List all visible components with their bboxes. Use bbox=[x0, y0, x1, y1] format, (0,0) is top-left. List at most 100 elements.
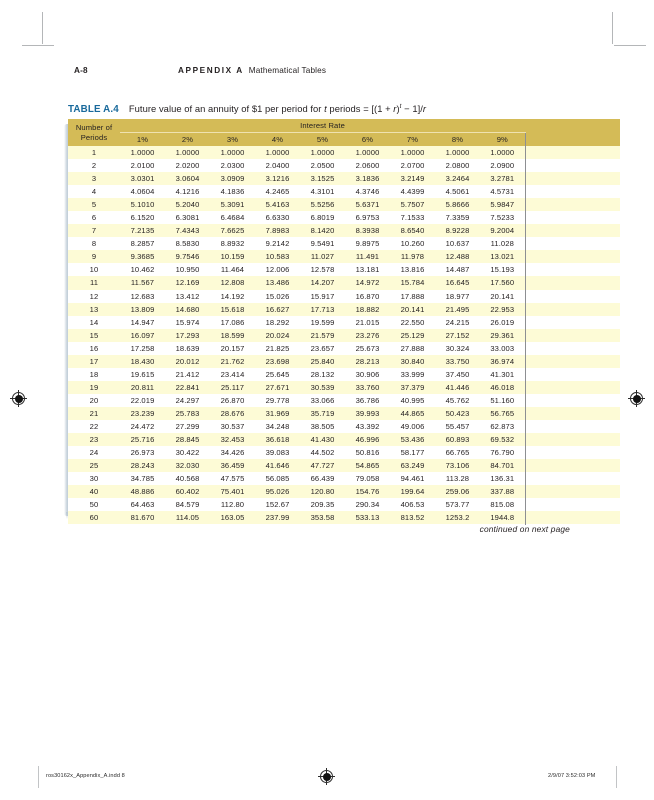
cell-periods: 22 bbox=[68, 419, 120, 434]
cell-value: 30.840 bbox=[390, 354, 435, 368]
cell-value: 11.028 bbox=[480, 237, 526, 251]
cell-periods: 5 bbox=[68, 198, 120, 212]
cell-value: 15.784 bbox=[390, 276, 435, 290]
cell-value: 60.402 bbox=[165, 485, 210, 499]
cell-periods: 21 bbox=[68, 406, 120, 420]
cell-value: 40.995 bbox=[390, 393, 435, 407]
cell-value: 21.495 bbox=[435, 302, 480, 316]
cell-value: 26.019 bbox=[480, 315, 526, 329]
cell-value: 16.627 bbox=[255, 302, 300, 316]
cell-periods: 9 bbox=[68, 250, 120, 264]
cell-value: 25.716 bbox=[120, 433, 165, 447]
footer-file-name: ros30162x_Appendix_A.indd 8 bbox=[46, 773, 125, 779]
cell-value: 27.152 bbox=[435, 328, 480, 342]
registration-mark-bottom-center bbox=[318, 768, 335, 785]
running-head-title: APPENDIX A Mathematical Tables bbox=[178, 66, 326, 75]
cell-value: 64.463 bbox=[120, 498, 165, 512]
cell-value: 13.181 bbox=[345, 263, 390, 277]
cell-value: 4.2465 bbox=[255, 185, 300, 199]
cell-value: 24.297 bbox=[165, 393, 210, 407]
cell-value: 23.276 bbox=[345, 328, 390, 342]
cell-value: 34.248 bbox=[255, 419, 300, 434]
future-value-annuity-table: Number of Periods Interest Rate 1% 2% 3% … bbox=[68, 119, 621, 525]
cell-value: 7.8983 bbox=[255, 224, 300, 238]
caption-exponent-t: t bbox=[399, 103, 402, 110]
table-head: Number of Periods Interest Rate 1% 2% 3% … bbox=[68, 119, 621, 146]
cell-value: 4.1216 bbox=[165, 185, 210, 199]
cell-value: 136.31 bbox=[480, 472, 526, 486]
cell-value: 46.996 bbox=[345, 433, 390, 447]
cell-value: 12.808 bbox=[210, 276, 255, 290]
cell-value: 21.015 bbox=[345, 315, 390, 329]
cell-value: 23.414 bbox=[210, 367, 255, 381]
cell-blank bbox=[525, 459, 621, 473]
cell-value: 6.3081 bbox=[165, 211, 210, 225]
cell-value: 18.882 bbox=[345, 302, 390, 316]
caption-segment-mid: periods = [(1 + bbox=[326, 103, 394, 115]
cell-value: 9.7546 bbox=[165, 250, 210, 264]
cell-value: 75.401 bbox=[210, 485, 255, 499]
cell-value: 20.811 bbox=[120, 380, 165, 394]
cell-value: 5.6371 bbox=[345, 198, 390, 212]
cell-periods: 3 bbox=[68, 172, 120, 186]
cell-value: 31.969 bbox=[255, 406, 300, 420]
future-value-annuity-table-container: Number of Periods Interest Rate 1% 2% 3% … bbox=[68, 119, 621, 525]
cell-value: 7.6625 bbox=[210, 224, 255, 238]
cell-value: 14.680 bbox=[165, 302, 210, 316]
table-caption: TABLE A.4 Future value of an annuity of $… bbox=[68, 103, 426, 115]
cell-value: 60.893 bbox=[435, 433, 480, 447]
footer-timestamp: 2/9/07 3:52:03 PM bbox=[548, 773, 596, 779]
cell-value: 13.021 bbox=[480, 250, 526, 264]
crop-mark-top-left-horizontal bbox=[22, 45, 54, 46]
cell-value: 6.6330 bbox=[255, 211, 300, 225]
cell-value: 1.0000 bbox=[435, 146, 480, 160]
cell-value: 29.361 bbox=[480, 328, 526, 342]
table-row: 13 13.809 14.680 15.618 16.627 17.713 18.882 20… bbox=[68, 302, 621, 316]
cell-periods: 1 bbox=[68, 146, 120, 160]
cell-blank bbox=[525, 315, 621, 329]
cell-value: 5.4163 bbox=[255, 198, 300, 212]
cell-periods: 13 bbox=[68, 302, 120, 316]
cell-value: 51.160 bbox=[480, 393, 526, 407]
cell-value: 14.947 bbox=[120, 315, 165, 329]
cell-value: 7.3359 bbox=[435, 211, 480, 225]
cell-value: 15.974 bbox=[165, 315, 210, 329]
cell-blank bbox=[525, 198, 621, 212]
cell-value: 43.392 bbox=[345, 419, 390, 434]
cell-value: 63.249 bbox=[390, 459, 435, 473]
cell-value: 10.637 bbox=[435, 237, 480, 251]
table-row: 60 81.670 114.05 163.05 237.99 353.58 533.13 81… bbox=[68, 511, 621, 525]
cell-value: 5.5256 bbox=[300, 198, 345, 212]
table-row: 22 24.472 27.299 30.537 34.248 38.505 43.392 49… bbox=[68, 419, 621, 434]
cell-value: 18.639 bbox=[165, 341, 210, 355]
cell-value: 237.99 bbox=[255, 511, 300, 525]
cell-periods: 24 bbox=[68, 446, 120, 460]
cell-value: 7.5233 bbox=[480, 211, 526, 225]
cell-value: 4.5061 bbox=[435, 185, 480, 199]
column-group-header-interest-rate: Interest Rate bbox=[120, 119, 526, 133]
cell-periods: 6 bbox=[68, 211, 120, 225]
periods-header-line-2: Periods bbox=[80, 132, 108, 142]
cell-value: 3.0604 bbox=[165, 172, 210, 186]
cell-value: 30.324 bbox=[435, 341, 480, 355]
cell-periods: 2 bbox=[68, 159, 120, 173]
cell-value: 3.2464 bbox=[435, 172, 480, 186]
cell-value: 13.809 bbox=[120, 302, 165, 316]
cell-value: 47.727 bbox=[300, 459, 345, 473]
column-header-rate-4: 4% bbox=[255, 132, 300, 146]
cell-value: 114.05 bbox=[165, 511, 210, 525]
table-row: 6 6.1520 6.3081 6.4684 6.6330 6.8019 6.9753 7.1… bbox=[68, 211, 621, 225]
cell-value: 12.578 bbox=[300, 263, 345, 277]
table-row: 9 9.3685 9.7546 10.159 10.583 11.027 11.491 11.… bbox=[68, 250, 621, 264]
cell-value: 33.999 bbox=[390, 367, 435, 381]
cell-value: 32.453 bbox=[210, 433, 255, 447]
column-header-rate-6: 6% bbox=[345, 132, 390, 146]
cell-blank bbox=[525, 159, 621, 173]
cell-value: 40.568 bbox=[165, 472, 210, 486]
cell-blank bbox=[525, 224, 621, 238]
cell-value: 14.972 bbox=[345, 276, 390, 290]
cell-value: 8.2857 bbox=[120, 237, 165, 251]
cell-value: 9.3685 bbox=[120, 250, 165, 264]
cell-value: 20.141 bbox=[480, 289, 526, 303]
cell-value: 209.35 bbox=[300, 498, 345, 512]
